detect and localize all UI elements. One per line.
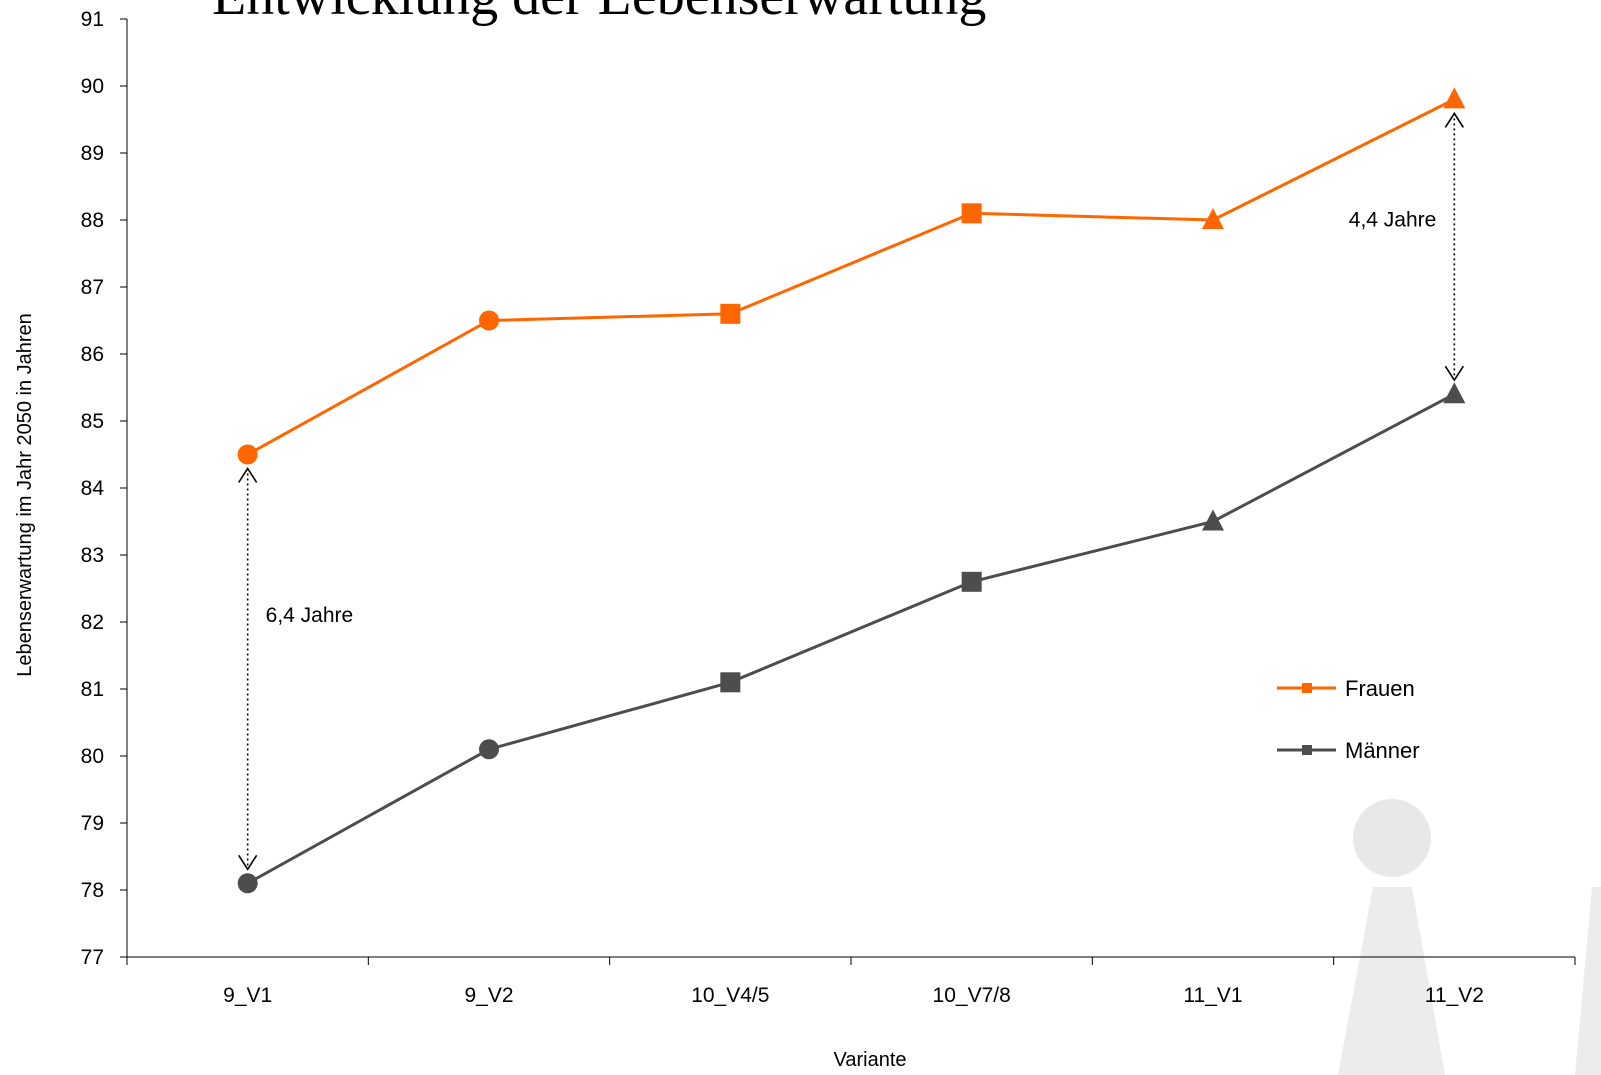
data-point <box>720 672 741 693</box>
legend-swatch-marker <box>1302 745 1312 755</box>
legend: Frauen Männer <box>1277 676 1420 763</box>
legend-item: Frauen <box>1277 676 1415 701</box>
y-tick-label: 80 <box>81 745 104 768</box>
y-axis-label: Lebenserwartung im Jahr 2050 in Jahren <box>14 313 36 677</box>
chart-title: Entwicklung der Lebenserwartung <box>212 0 986 27</box>
y-tick-label: 88 <box>81 209 104 232</box>
annotations: 6,4 Jahre 4,4 Jahre <box>237 111 1465 871</box>
watermark-figure <box>1338 799 1601 1075</box>
y-tick-label: 83 <box>81 544 104 567</box>
data-point <box>479 310 499 331</box>
series <box>237 87 1466 894</box>
series-Männer <box>237 382 1466 894</box>
x-tick-label: 10_V4/5 <box>691 984 769 1007</box>
data-point <box>237 873 258 894</box>
y-tick-label: 78 <box>81 879 104 902</box>
annotation-arrowhead-down <box>1444 365 1465 382</box>
y-tick-label: 86 <box>81 343 104 366</box>
data-point <box>1202 509 1224 531</box>
y-tick-label: 87 <box>81 276 104 299</box>
legend-label: Frauen <box>1345 676 1415 701</box>
annotation-arrowhead-down <box>237 854 258 871</box>
annotation-arrowhead-up <box>1444 111 1465 128</box>
y-tick-label: 84 <box>81 477 105 500</box>
data-point <box>961 203 982 224</box>
y-tick-label: 85 <box>81 410 104 433</box>
y-tick-label: 90 <box>81 75 104 98</box>
annotation-label: 6,4 Jahre <box>266 604 354 627</box>
annotation-label: 4,4 Jahre <box>1349 209 1437 232</box>
y-tick-label: 91 <box>81 8 104 31</box>
data-point <box>961 571 982 592</box>
annotation-arrowhead-up <box>237 467 258 483</box>
x-axis-ticks: 9_V1 9_V2 10_V4/5 10_V7/8 11_V1 11_V2 <box>126 957 1576 1007</box>
x-tick-label: 11_V1 <box>1183 984 1242 1007</box>
legend-item: Männer <box>1277 738 1420 763</box>
y-tick-label: 81 <box>81 678 104 701</box>
data-point <box>479 739 499 760</box>
y-tick-label: 82 <box>81 611 104 634</box>
y-tick-label: 77 <box>81 946 104 969</box>
data-point <box>720 303 741 324</box>
legend-label: Männer <box>1345 738 1420 763</box>
data-point <box>1443 87 1466 109</box>
data-point <box>237 444 258 465</box>
series-Frauen <box>237 87 1466 465</box>
y-axis-ticks: 77 78 79 80 81 82 83 84 85 86 87 88 89 90 91 <box>81 8 127 969</box>
x-tick-label: 9_V1 <box>223 984 272 1007</box>
legend-swatch-marker <box>1302 683 1312 693</box>
series-line <box>246 98 1456 456</box>
y-tick-label: 79 <box>81 812 104 835</box>
axes <box>126 19 1575 958</box>
x-tick-label: 11_V2 <box>1425 984 1484 1007</box>
x-axis-label: Variante <box>833 1049 906 1071</box>
series-line <box>246 392 1456 885</box>
data-point <box>1443 382 1466 404</box>
x-tick-label: 9_V2 <box>464 984 513 1007</box>
x-tick-label: 10_V7/8 <box>933 984 1011 1007</box>
data-point <box>1202 208 1224 229</box>
y-tick-label: 89 <box>81 142 104 165</box>
